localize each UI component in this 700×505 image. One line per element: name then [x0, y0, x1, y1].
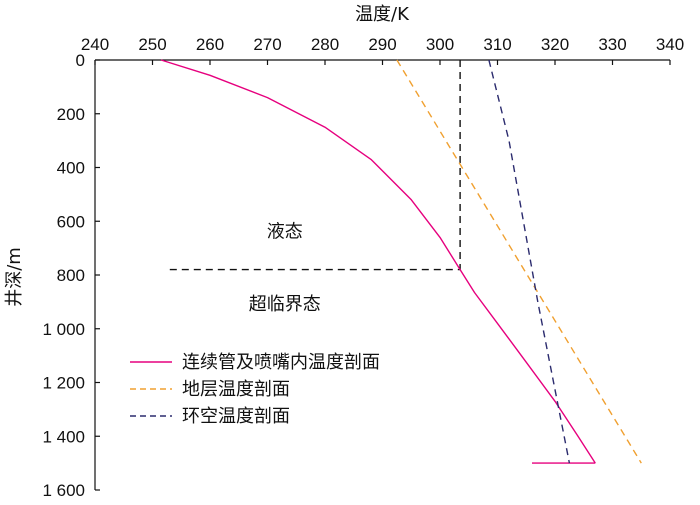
- x-tick-label: 270: [253, 35, 281, 54]
- series-line-3: [488, 59, 571, 464]
- legend-label: 连续管及喷嘴内温度剖面: [182, 352, 380, 373]
- y-tick-label: 400: [57, 159, 85, 178]
- x-tick-label: 330: [598, 35, 626, 54]
- phase-annotation: 超临界态: [249, 294, 321, 315]
- x-tick-label: 240: [81, 35, 109, 54]
- x-tick-label: 340: [656, 35, 684, 54]
- x-axis-title: 温度/K: [355, 4, 410, 25]
- legend-label: 环空温度剖面: [182, 406, 290, 427]
- x-axis-ticks: 240 250 260 270 280 290 300 310 320 330 340: [81, 35, 684, 65]
- legend-label: 地层温度剖面: [182, 379, 290, 400]
- y-tick-label: 1 000: [42, 320, 85, 339]
- y-tick-label: 800: [57, 266, 85, 285]
- y-tick-label: 0: [76, 51, 85, 70]
- series-lines: [160, 59, 642, 464]
- y-tick-label: 1 200: [42, 374, 85, 393]
- x-tick-label: 260: [196, 35, 224, 54]
- series-line-1: [160, 59, 596, 464]
- y-tick-label: 600: [57, 212, 85, 231]
- x-tick-label: 290: [368, 35, 396, 54]
- reference-lines: [169, 60, 596, 464]
- y-tick-label: 1 600: [42, 481, 85, 500]
- y-axis-ticks: 0 200 400 600 800 1 000 1 200 1 400 1 600: [42, 51, 100, 500]
- y-axis-title: 井深/m: [4, 247, 25, 307]
- phase-annotation: 液态: [267, 221, 303, 242]
- x-tick-label: 300: [426, 35, 454, 54]
- x-tick-label: 320: [541, 35, 569, 54]
- y-tick-label: 200: [57, 105, 85, 124]
- x-tick-label: 280: [311, 35, 339, 54]
- x-tick-label: 310: [483, 35, 511, 54]
- x-tick-label: 250: [138, 35, 166, 54]
- series-line-2: [396, 59, 642, 464]
- y-tick-label: 1 400: [42, 427, 85, 446]
